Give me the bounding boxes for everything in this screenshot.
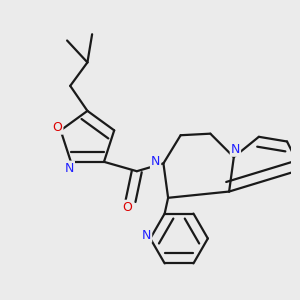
Text: O: O (52, 121, 62, 134)
Text: N: N (231, 143, 240, 156)
Text: N: N (64, 162, 74, 175)
Text: O: O (122, 201, 132, 214)
Text: N: N (142, 229, 151, 242)
Text: N: N (151, 155, 160, 168)
